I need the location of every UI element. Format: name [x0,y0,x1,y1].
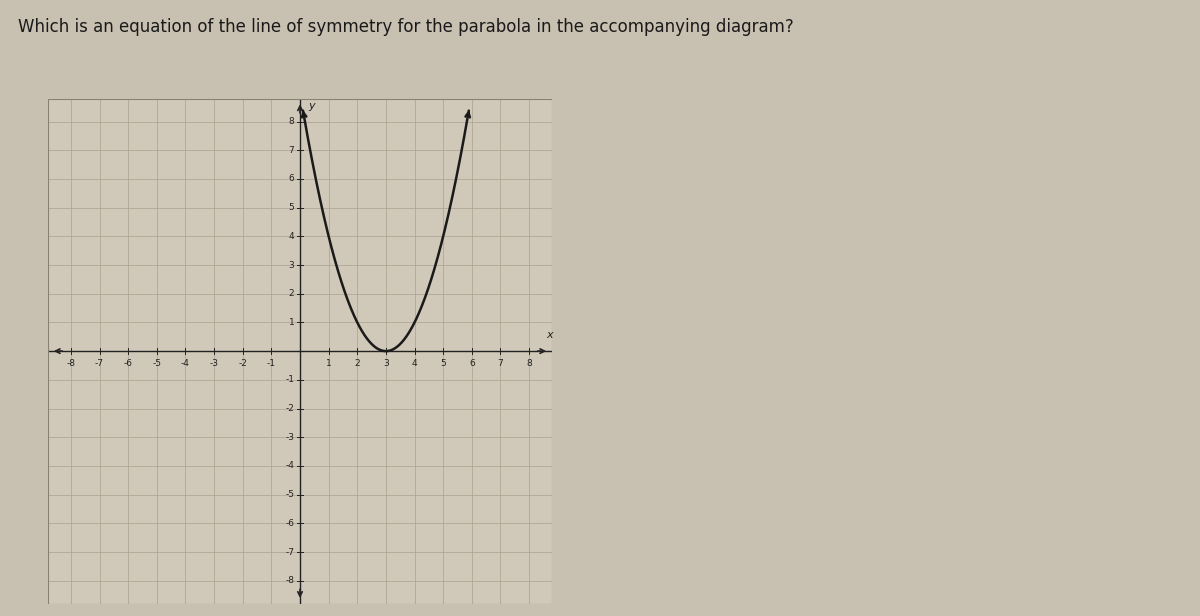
Text: 5: 5 [288,203,294,212]
Text: -2: -2 [239,359,247,368]
Text: -7: -7 [95,359,104,368]
Text: -3: -3 [286,432,294,442]
Text: 3: 3 [383,359,389,368]
Text: 3: 3 [288,261,294,270]
Text: 6: 6 [288,174,294,184]
Text: -1: -1 [286,375,294,384]
Text: -7: -7 [286,548,294,556]
Text: -6: -6 [286,519,294,528]
Text: y: y [308,102,316,111]
Text: 7: 7 [498,359,503,368]
Text: 1: 1 [325,359,331,368]
Text: 4: 4 [412,359,418,368]
Text: 6: 6 [469,359,475,368]
Text: Which is an equation of the line of symmetry for the parabola in the accompanyin: Which is an equation of the line of symm… [18,18,793,36]
Text: 8: 8 [527,359,532,368]
Text: 2: 2 [354,359,360,368]
Text: -4: -4 [181,359,190,368]
Text: 7: 7 [288,146,294,155]
Text: -6: -6 [124,359,133,368]
Text: 4: 4 [289,232,294,241]
Text: 2: 2 [289,290,294,298]
Text: x: x [546,330,552,339]
Text: -5: -5 [152,359,161,368]
Text: 8: 8 [288,117,294,126]
Text: -1: -1 [266,359,276,368]
Text: -8: -8 [286,576,294,585]
Text: -2: -2 [286,404,294,413]
Text: 1: 1 [288,318,294,327]
Text: 5: 5 [440,359,446,368]
Text: -4: -4 [286,461,294,471]
Text: -5: -5 [286,490,294,499]
Text: -8: -8 [66,359,76,368]
Text: -3: -3 [210,359,218,368]
